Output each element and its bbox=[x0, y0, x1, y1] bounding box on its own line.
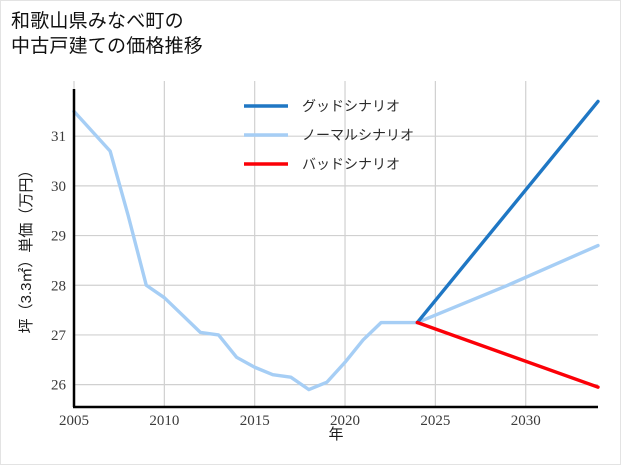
page-title: 和歌山県みなべ町の 中古戸建ての価格推移 bbox=[11, 11, 204, 57]
x-tick-label: 2030 bbox=[511, 413, 541, 429]
x-tick-label: 2025 bbox=[420, 413, 450, 429]
x-tick-label: 2010 bbox=[149, 413, 179, 429]
y-tick-label: 31 bbox=[51, 129, 66, 145]
x-axis-tick-labels: 2005 2010 2015 2020 2025 2030 bbox=[59, 413, 541, 429]
x-tick-label: 2015 bbox=[240, 413, 270, 429]
y-tick-label: 27 bbox=[51, 328, 67, 344]
y-tick-label: 30 bbox=[51, 179, 66, 195]
legend-label: ノーマルシナリオ bbox=[302, 127, 414, 143]
y-axis-title: 坪（3.3㎡）単価（万円） bbox=[18, 163, 35, 334]
legend-label: グッドシナリオ bbox=[302, 98, 400, 114]
y-tick-label: 28 bbox=[51, 278, 66, 294]
x-tick-label: 2020 bbox=[330, 413, 360, 429]
series-lines bbox=[72, 99, 600, 392]
x-axis-title: 年 bbox=[328, 426, 343, 443]
x-tick-label: 2005 bbox=[59, 413, 89, 429]
series-line bbox=[415, 99, 600, 325]
series-line bbox=[415, 320, 600, 389]
y-tick-label: 29 bbox=[51, 229, 66, 245]
y-axis-tick-labels: 26 27 28 29 30 31 bbox=[51, 129, 67, 393]
axis-spines bbox=[72, 89, 598, 409]
legend-label: バッドシナリオ bbox=[302, 156, 400, 172]
y-tick-label: 26 bbox=[51, 378, 67, 394]
series-line bbox=[72, 109, 600, 392]
